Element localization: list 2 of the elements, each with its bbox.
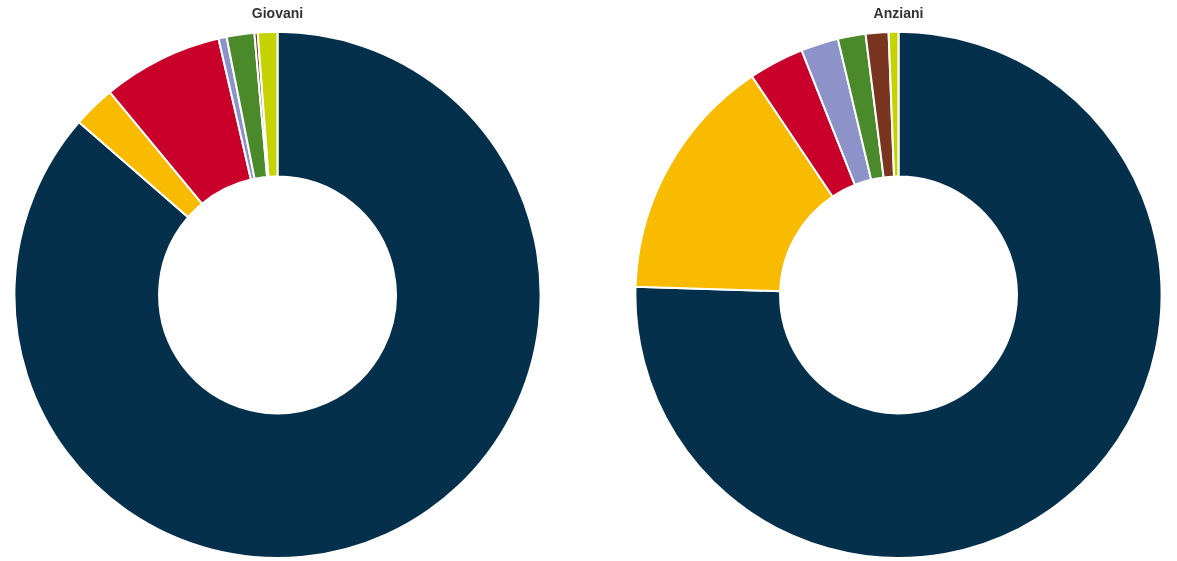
chart-title: Giovani — [251, 5, 304, 22]
chart-title: Anziani — [873, 5, 924, 22]
